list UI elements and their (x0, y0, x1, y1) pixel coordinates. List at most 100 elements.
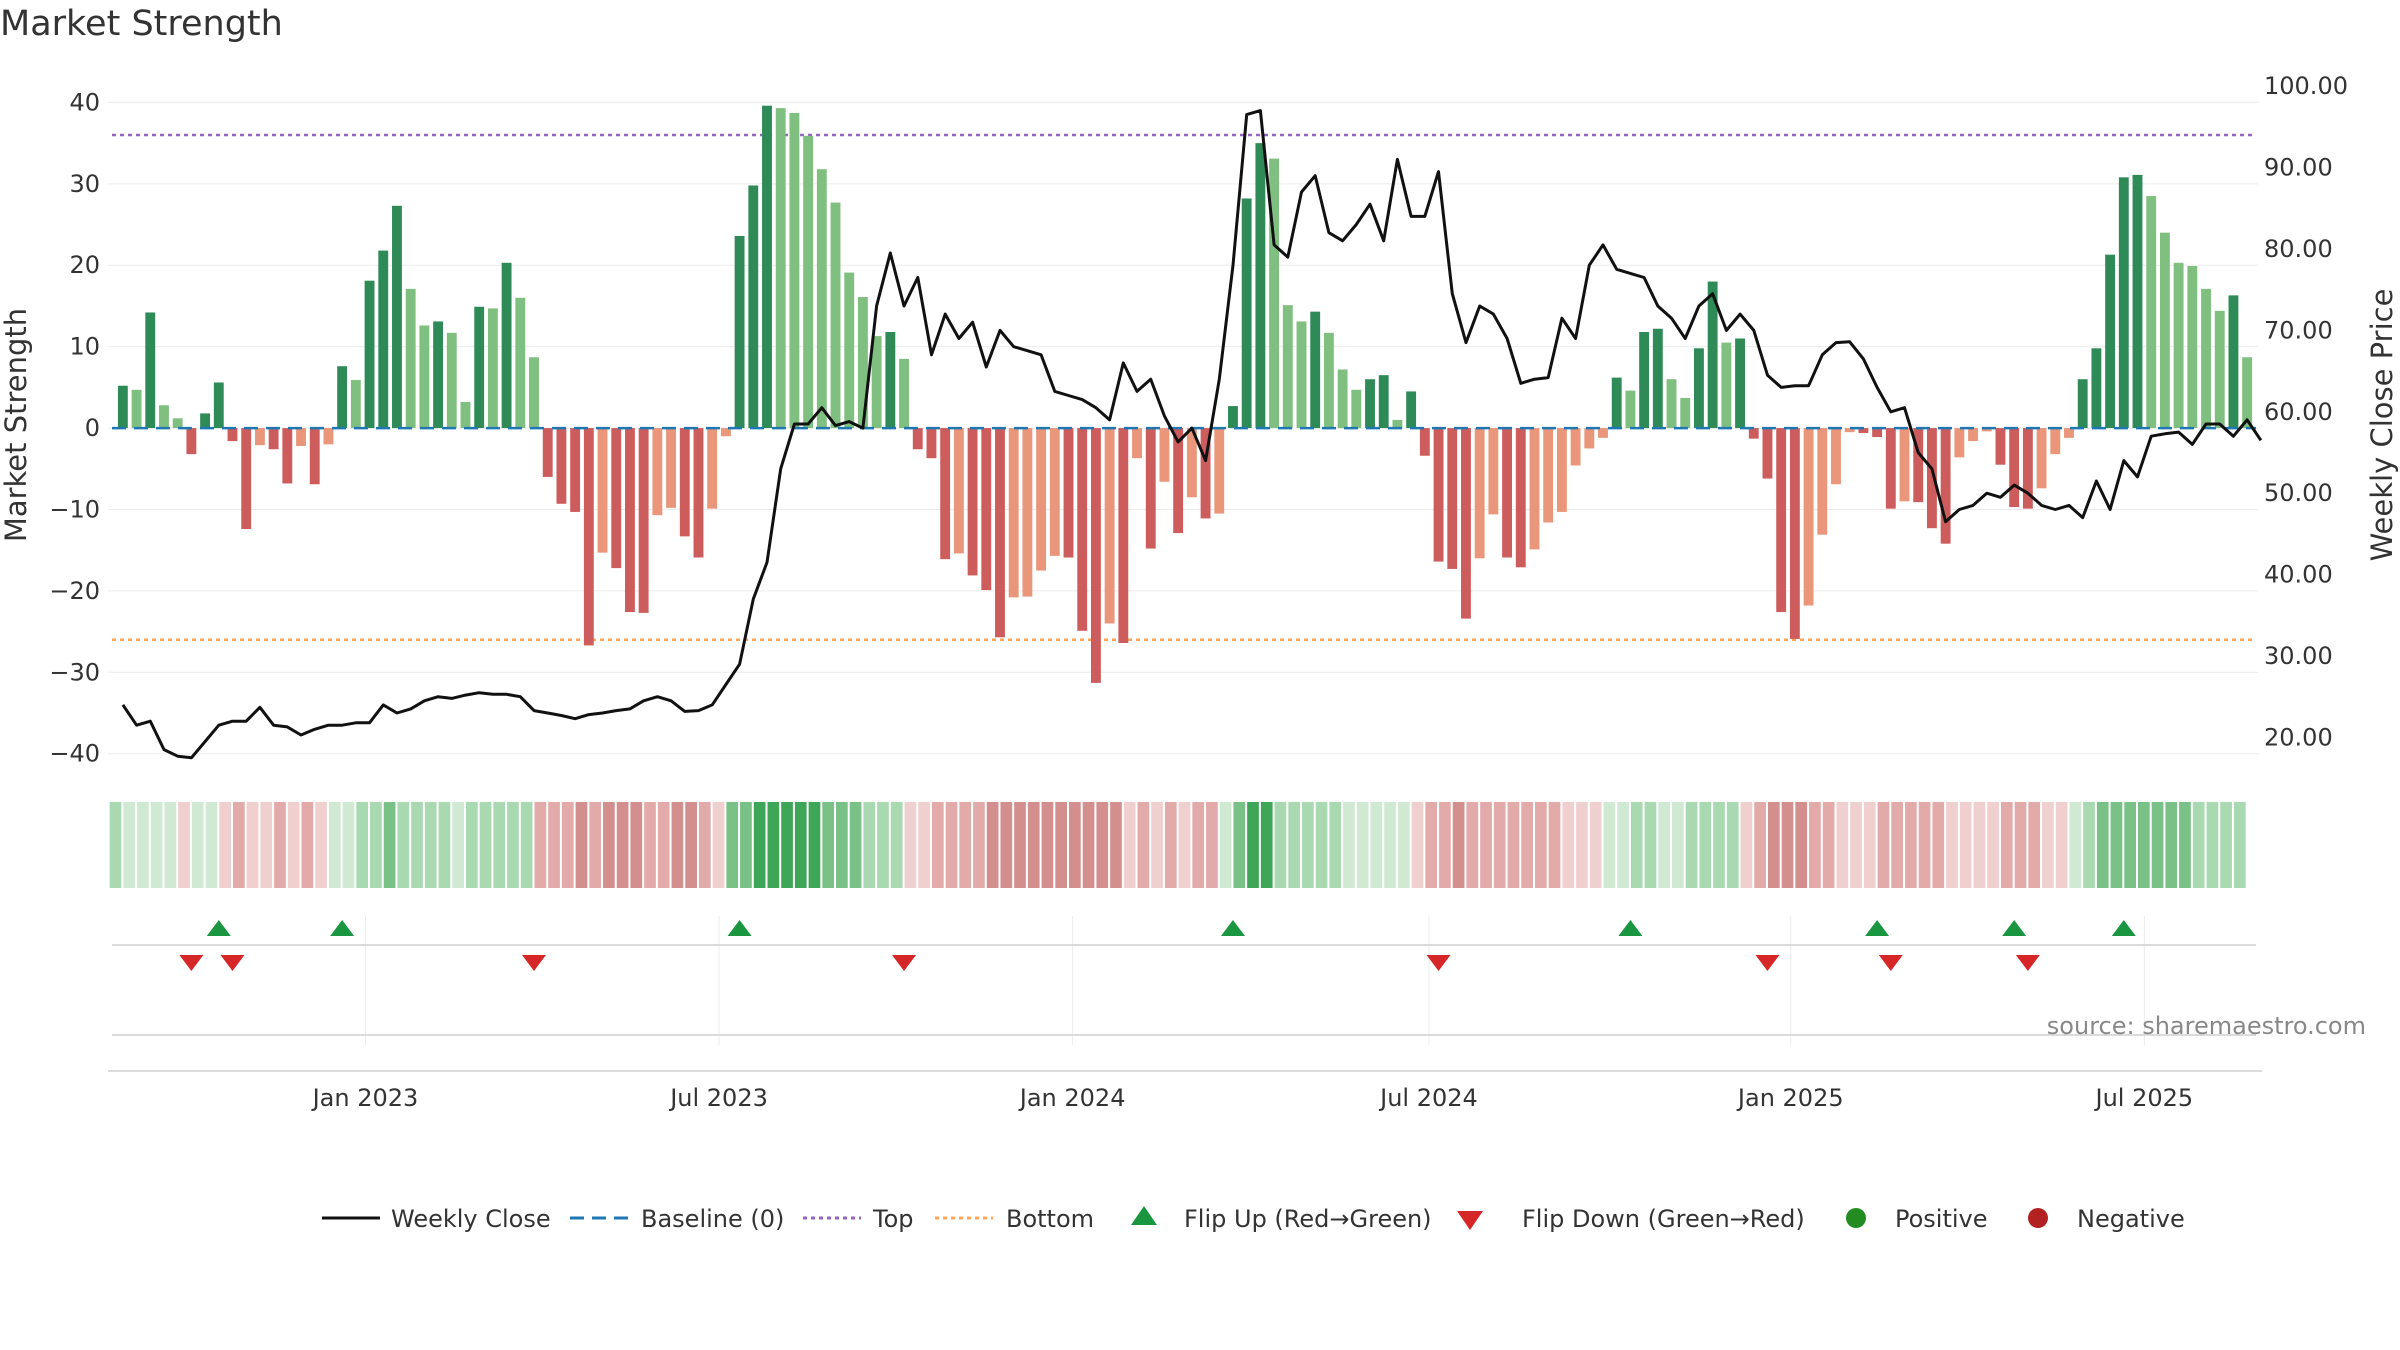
strength-bar (1063, 428, 1074, 558)
strength-bar (1858, 428, 1869, 433)
strength-bar (186, 428, 197, 455)
strength-bar (268, 428, 279, 450)
strength-bar (1488, 428, 1499, 515)
regime-cell (2110, 802, 2123, 888)
strength-bar (213, 382, 224, 429)
regime-cell (2055, 802, 2068, 888)
legend-top-label: Top (872, 1205, 914, 1233)
strength-bar (1913, 428, 1924, 503)
regime-cell (616, 802, 629, 888)
legend-flip-up-label: Flip Up (Red→Green) (1184, 1205, 1432, 1233)
flip-down-marker (892, 955, 917, 971)
regime-cell (1630, 802, 1643, 888)
flip-up-marker (330, 920, 355, 936)
regime-cell (822, 802, 835, 888)
regime-cell (931, 802, 944, 888)
regime-cell (1699, 802, 1712, 888)
regime-cell (2083, 802, 2095, 888)
strength-bar (1118, 428, 1129, 643)
regime-cell (1905, 802, 1917, 888)
strength-bar (1502, 428, 1513, 558)
strength-bar (1173, 428, 1184, 534)
regime-cell (1425, 802, 1438, 888)
regime-cell (918, 802, 930, 888)
regime-cell (2192, 802, 2205, 888)
strength-bar (789, 113, 800, 429)
strength-bar (844, 272, 855, 429)
strength-bar (2201, 288, 2211, 429)
strength-bar (1968, 428, 1978, 442)
regime-cell (191, 802, 204, 888)
regime-cell (1206, 802, 1218, 888)
y-tick-right: 40.00 (2264, 561, 2333, 589)
strength-bar (1584, 428, 1595, 449)
strength-bar (1269, 158, 1280, 429)
strength-bar (734, 235, 745, 429)
regime-cell (986, 802, 999, 888)
strength-bar (1694, 348, 1704, 429)
regime-cell (383, 802, 396, 888)
axis-layer: 40 30 20 10 0 −10 −20 −30 −40 100.00 90.00 80.00 70.… (49, 72, 2348, 1112)
strength-bar (460, 402, 471, 429)
regime-cell (1096, 802, 1109, 888)
regime-cell (1397, 802, 1410, 888)
regime-cell (1672, 802, 1684, 888)
strength-bar (172, 418, 183, 429)
flip-up-marker (727, 920, 752, 936)
strength-bar (1296, 321, 1307, 429)
strength-bar (1090, 428, 1101, 683)
y-tick-right: 80.00 (2264, 235, 2333, 263)
regime-cell (836, 802, 848, 888)
flip-down-marker (1426, 955, 1451, 971)
strength-bar (145, 312, 156, 429)
regime-cell (1754, 802, 1766, 888)
threshold-layer (112, 133, 2256, 641)
strength-bar (1543, 428, 1554, 523)
strength-bar (912, 428, 923, 450)
strength-bar (487, 308, 498, 429)
regime-cell (465, 802, 478, 888)
regime-cell (1370, 802, 1383, 888)
regime-cell (260, 802, 273, 888)
regime-cell (1329, 802, 1342, 888)
strength-bar (679, 428, 690, 537)
regime-cell (877, 802, 889, 888)
strength-bar (1735, 338, 1745, 429)
legend-flip-down-marker (1457, 1211, 1483, 1230)
regime-cell (1795, 802, 1808, 888)
strength-bar (1186, 428, 1197, 498)
regime-cell (534, 802, 547, 888)
flip-up-marker (206, 920, 231, 936)
regime-cell (370, 802, 382, 888)
strength-bar (597, 428, 608, 553)
strength-bar (1351, 389, 1362, 429)
regime-cell (2151, 802, 2164, 888)
regime-cell (315, 802, 327, 888)
strength-bar (2214, 310, 2225, 429)
strength-bar (2050, 428, 2061, 455)
regime-cell (849, 802, 862, 888)
regime-cell (1877, 802, 1890, 888)
strength-bar (1885, 428, 1896, 509)
regime-cell (2179, 802, 2191, 888)
flip-up-marker (2111, 920, 2136, 936)
regime-cell (1987, 802, 1999, 888)
regime-cell (2233, 802, 2246, 888)
regime-cell (397, 802, 410, 888)
strength-bar (200, 413, 211, 429)
regime-cell (1521, 802, 1533, 888)
strength-bar (515, 297, 526, 429)
strength-bar (542, 428, 553, 477)
regime-cell (1301, 802, 1314, 888)
strength-bar (2009, 428, 2020, 508)
strength-bar (1214, 428, 1225, 514)
regime-cell (726, 802, 739, 888)
regime-cell (753, 802, 766, 888)
regime-cell (1343, 802, 1355, 888)
strength-bar (309, 428, 320, 485)
strength-bar (967, 428, 978, 576)
strength-bar (570, 428, 581, 512)
legend-flip-up-marker (1131, 1206, 1157, 1225)
y-tick-right: 50.00 (2264, 479, 2333, 507)
